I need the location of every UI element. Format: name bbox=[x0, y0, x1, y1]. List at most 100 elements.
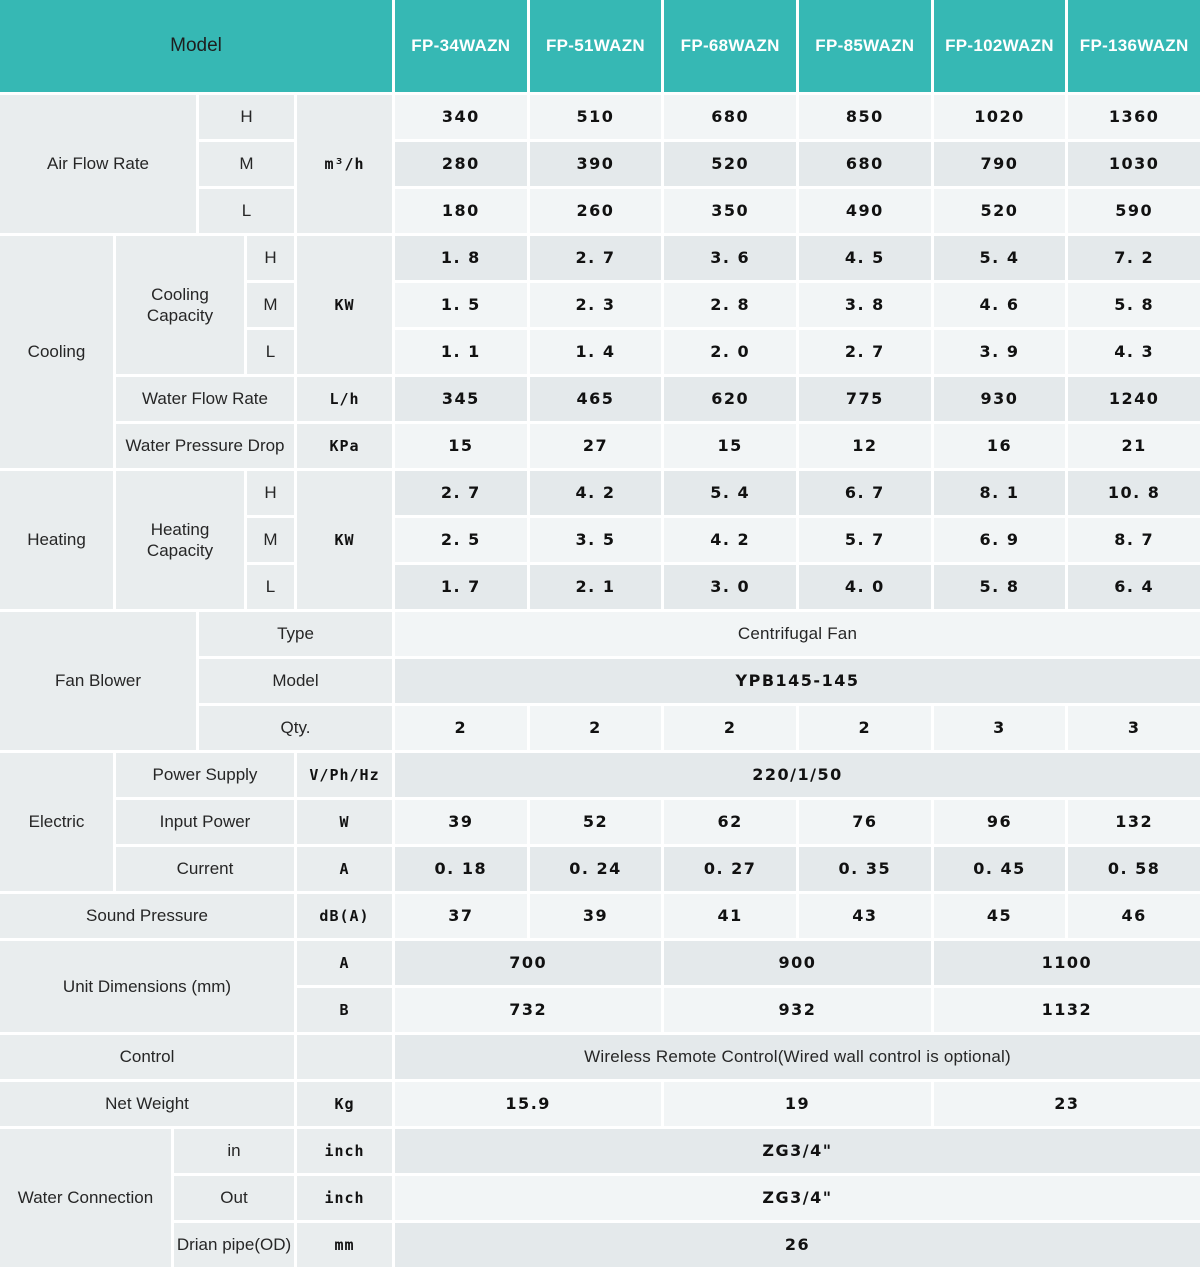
water-pressure-drop-unit: KPa bbox=[297, 424, 392, 468]
current-value-3: 0. 35 bbox=[799, 847, 931, 891]
model-col-4: FP-102WAZN bbox=[933, 0, 1066, 92]
water-in-label: in bbox=[174, 1129, 294, 1173]
drain-pipe-label: Drian pipe(OD) bbox=[174, 1223, 294, 1267]
fan-qty-label: Qty. bbox=[199, 706, 392, 750]
pressure-drop-value-4: 16 bbox=[933, 424, 1066, 468]
sound-value-0: 37 bbox=[395, 894, 527, 938]
pressure-drop-value-3: 12 bbox=[799, 424, 931, 468]
net-weight-unit: Kg bbox=[297, 1082, 392, 1126]
model-col-0: FP-34WAZN bbox=[395, 0, 527, 92]
water-pressure-drop-label: Water Pressure Drop bbox=[116, 424, 294, 468]
heating-m-value-0: 2. 5 bbox=[395, 518, 527, 562]
heating-l-value-3: 4. 0 bbox=[799, 565, 931, 609]
cooling-h-value-3: 4. 5 bbox=[799, 236, 931, 280]
fan-qty-value-1: 2 bbox=[529, 706, 662, 750]
dimension-a-label: A bbox=[297, 941, 392, 985]
water-in-unit: inch bbox=[297, 1129, 392, 1173]
water-flow-rate-unit: L/h bbox=[297, 377, 392, 421]
electric-label: Electric bbox=[0, 753, 113, 891]
cooling-h-label: H bbox=[247, 236, 294, 280]
air-h-value-2: 680 bbox=[664, 95, 796, 139]
control-unit-cell-empty bbox=[297, 1035, 392, 1079]
cooling-capacity-label: Cooling Capacity bbox=[116, 236, 244, 374]
current-value-1: 0. 24 bbox=[529, 847, 662, 891]
heating-m-value-2: 4. 2 bbox=[664, 518, 796, 562]
heating-m-value-3: 5. 7 bbox=[799, 518, 931, 562]
control-label: Control bbox=[0, 1035, 294, 1079]
current-unit: A bbox=[297, 847, 392, 891]
heating-h-value-0: 2. 7 bbox=[395, 471, 527, 515]
fan-qty-value-3: 2 bbox=[799, 706, 931, 750]
air-h-value-5: 1360 bbox=[1068, 95, 1200, 139]
fan-model-label: Model bbox=[199, 659, 392, 703]
dimension-a-value-0: 700 bbox=[395, 941, 662, 985]
water-flow-value-0: 345 bbox=[395, 377, 527, 421]
pressure-drop-value-2: 15 bbox=[664, 424, 796, 468]
power-supply-value: 220/1/50 bbox=[395, 753, 1200, 797]
heating-m-value-5: 8. 7 bbox=[1068, 518, 1200, 562]
cooling-m-value-0: 1. 5 bbox=[395, 283, 527, 327]
current-label: Current bbox=[116, 847, 294, 891]
air-m-value-1: 390 bbox=[529, 142, 662, 186]
dimension-a-value-2: 1100 bbox=[933, 941, 1200, 985]
air-m-value-4: 790 bbox=[933, 142, 1066, 186]
dimension-a-value-1: 900 bbox=[664, 941, 931, 985]
pressure-drop-value-1: 27 bbox=[529, 424, 662, 468]
model-col-1: FP-51WAZN bbox=[529, 0, 662, 92]
cooling-l-value-0: 1. 1 bbox=[395, 330, 527, 374]
net-weight-value-2: 23 bbox=[933, 1082, 1200, 1126]
power-supply-label: Power Supply bbox=[116, 753, 294, 797]
fan-type-value: Centrifugal Fan bbox=[395, 612, 1200, 656]
sound-value-3: 43 bbox=[799, 894, 931, 938]
pressure-drop-value-5: 21 bbox=[1068, 424, 1200, 468]
air-h-value-3: 850 bbox=[799, 95, 931, 139]
fan-qty-value-0: 2 bbox=[395, 706, 527, 750]
sound-pressure-unit: dB(A) bbox=[297, 894, 392, 938]
air-flow-m-label: M bbox=[199, 142, 294, 186]
air-m-value-2: 520 bbox=[664, 142, 796, 186]
cooling-m-value-2: 2. 8 bbox=[664, 283, 796, 327]
heating-h-value-3: 6. 7 bbox=[799, 471, 931, 515]
current-value-0: 0. 18 bbox=[395, 847, 527, 891]
cooling-l-value-1: 1. 4 bbox=[529, 330, 662, 374]
cooling-h-value-4: 5. 4 bbox=[933, 236, 1066, 280]
water-flow-value-4: 930 bbox=[933, 377, 1066, 421]
air-l-value-5: 590 bbox=[1068, 189, 1200, 233]
input-power-value-0: 39 bbox=[395, 800, 527, 844]
air-flow-l-label: L bbox=[199, 189, 294, 233]
heating-h-value-4: 8. 1 bbox=[933, 471, 1066, 515]
input-power-value-1: 52 bbox=[529, 800, 662, 844]
air-l-value-0: 180 bbox=[395, 189, 527, 233]
air-l-value-4: 520 bbox=[933, 189, 1066, 233]
cooling-h-value-2: 3. 6 bbox=[664, 236, 796, 280]
heating-l-value-2: 3. 0 bbox=[664, 565, 796, 609]
cooling-m-value-4: 4. 6 bbox=[933, 283, 1066, 327]
drain-pipe-value: 26 bbox=[395, 1223, 1200, 1267]
cooling-m-value-5: 5. 8 bbox=[1068, 283, 1200, 327]
water-flow-value-3: 775 bbox=[799, 377, 931, 421]
model-col-2: FP-68WAZN bbox=[664, 0, 796, 92]
model-col-3: FP-85WAZN bbox=[799, 0, 931, 92]
heating-l-value-4: 5. 8 bbox=[933, 565, 1066, 609]
fan-qty-value-5: 3 bbox=[1068, 706, 1200, 750]
heating-l-value-1: 2. 1 bbox=[529, 565, 662, 609]
air-l-value-3: 490 bbox=[799, 189, 931, 233]
heating-label: Heating bbox=[0, 471, 113, 609]
dimension-b-value-1: 932 bbox=[664, 988, 931, 1032]
heating-capacity-unit: KW bbox=[297, 471, 392, 609]
cooling-h-value-1: 2. 7 bbox=[529, 236, 662, 280]
sound-value-4: 45 bbox=[933, 894, 1066, 938]
water-out-unit: inch bbox=[297, 1176, 392, 1220]
water-connection-label: Water Connection bbox=[0, 1129, 171, 1267]
fan-model-value: YPB145-145 bbox=[395, 659, 1200, 703]
water-flow-value-2: 620 bbox=[664, 377, 796, 421]
cooling-h-value-0: 1. 8 bbox=[395, 236, 527, 280]
current-value-2: 0. 27 bbox=[664, 847, 796, 891]
input-power-value-3: 76 bbox=[799, 800, 931, 844]
input-power-label: Input Power bbox=[116, 800, 294, 844]
water-out-label: Out bbox=[174, 1176, 294, 1220]
fan-type-label: Type bbox=[199, 612, 392, 656]
water-flow-value-5: 1240 bbox=[1068, 377, 1200, 421]
heating-h-value-2: 5. 4 bbox=[664, 471, 796, 515]
